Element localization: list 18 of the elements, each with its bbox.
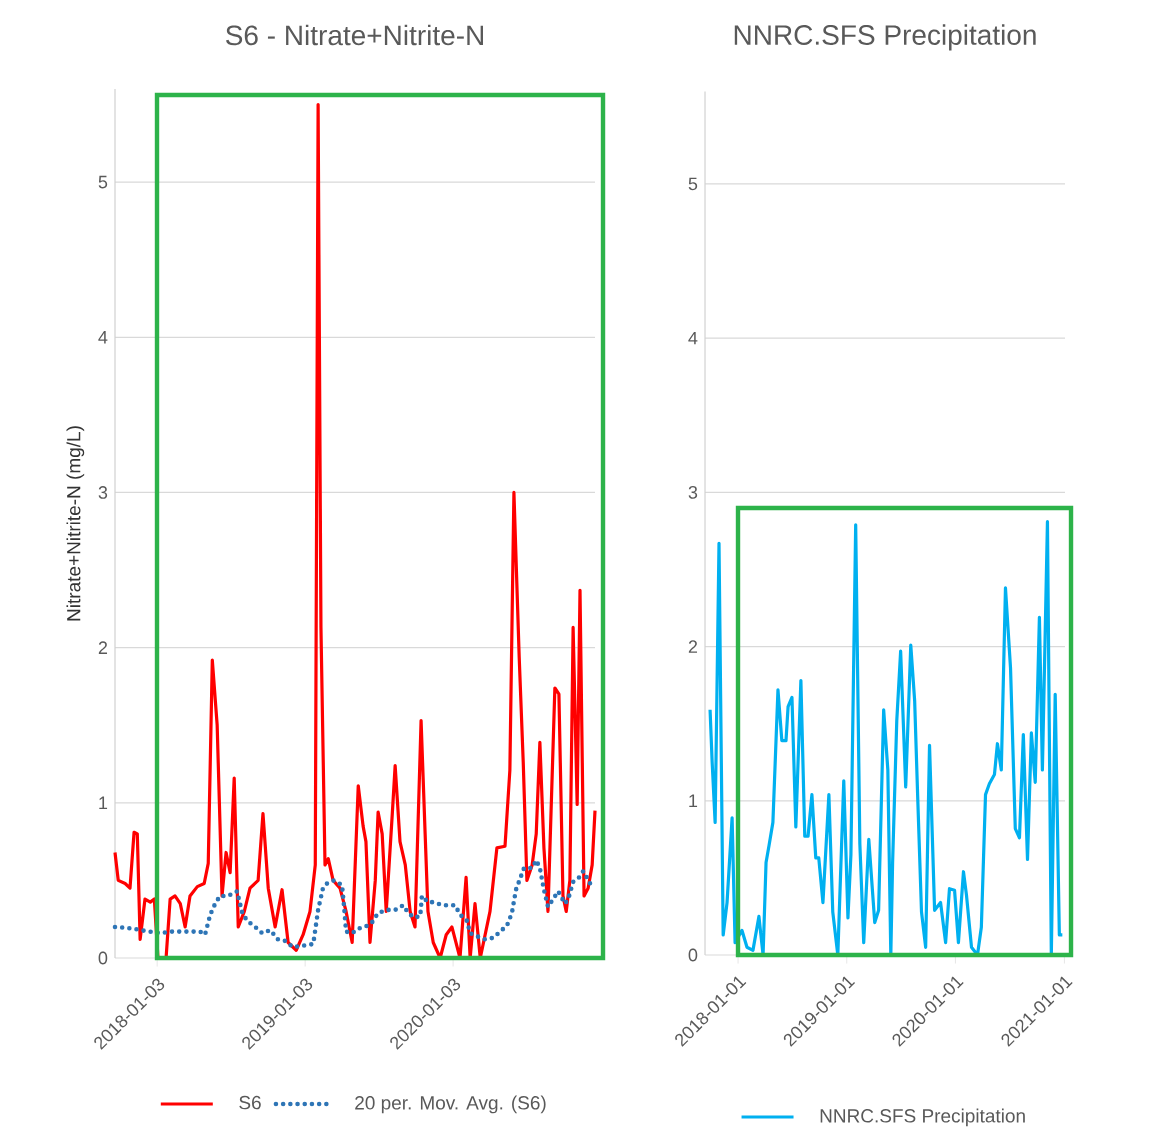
legend-label: NNRC.SFS Precipitation — [820, 1108, 1025, 1127]
y-tick-label: 1 — [99, 796, 108, 810]
y-tick-label: 0 — [98, 951, 108, 965]
y-tick-label: 0 — [688, 948, 698, 962]
y-tick-label: 5 — [98, 175, 108, 189]
legend-label: S6 — [239, 1095, 261, 1110]
y-tick-label: 2 — [688, 640, 698, 653]
y-tick-label: 4 — [688, 331, 698, 345]
y-tick-label: 3 — [688, 485, 698, 499]
chart-title: NNRC.SFS Precipitation — [734, 24, 1036, 51]
chart-title: S6 - Nitrate+Nitrite-N — [225, 24, 483, 46]
y-tick-label: 3 — [98, 486, 108, 499]
y-tick-label: 1 — [689, 794, 698, 807]
y-tick-label: 2 — [98, 641, 108, 654]
legend-label: 20 per. Mov. Avg. (S6) — [355, 1095, 546, 1114]
y-tick-label: 4 — [98, 331, 108, 344]
y-axis-title: Nitrate+Nitrite-N (mg/L) — [66, 426, 85, 621]
y-tick-label: 5 — [688, 177, 698, 191]
